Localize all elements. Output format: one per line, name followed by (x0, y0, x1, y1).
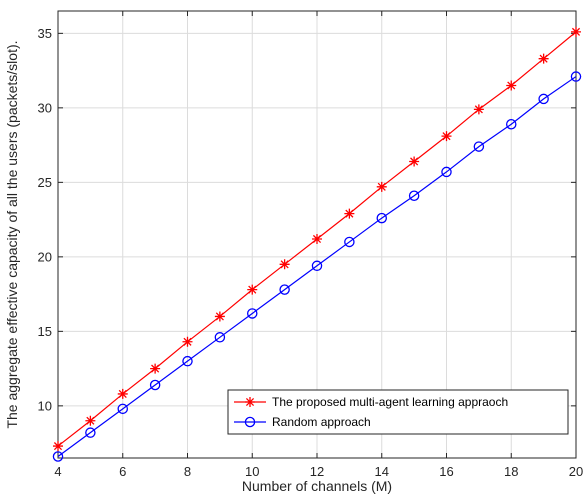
series-1-point (214, 311, 225, 322)
series-2-point (182, 355, 193, 367)
series-1-point (150, 363, 161, 374)
series-2-point (246, 308, 258, 319)
x-tick-label: 6 (119, 464, 126, 479)
series-1-point (473, 104, 484, 115)
series-1-point (247, 284, 258, 295)
series-1-point (312, 233, 322, 244)
y-tick-label: 25 (38, 175, 52, 190)
series-1-point (506, 80, 517, 91)
x-tick-label: 8 (184, 464, 191, 479)
x-tick-label: 18 (504, 464, 518, 479)
x-tick-label: 16 (439, 464, 453, 479)
x-tick-label: 10 (245, 464, 259, 479)
series-2-point (441, 166, 452, 178)
series-2-point (214, 332, 226, 343)
x-tick-label: 12 (310, 464, 324, 479)
legend-label-2: Random approach (272, 415, 371, 429)
series-2-point (538, 93, 549, 105)
series-1-point (117, 388, 128, 399)
series-2-point (311, 260, 323, 272)
series-1-point (376, 181, 387, 192)
series-2-point (85, 427, 96, 438)
x-tick-label: 20 (569, 464, 583, 479)
series-1-point (344, 208, 355, 219)
legend: The proposed multi-agent learning apprao… (227, 389, 569, 435)
series-2-point (117, 403, 129, 415)
y-tick-label: 15 (38, 324, 52, 339)
series-1-point (441, 131, 452, 142)
series-1-point (571, 26, 581, 37)
x-tick-label: 4 (54, 464, 61, 479)
series-1-point (85, 415, 96, 426)
y-axis-label: The aggregate effective capacity of all … (4, 40, 20, 428)
y-tick-label: 30 (38, 100, 52, 115)
y-tick-label: 20 (38, 249, 52, 264)
x-axis-label: Number of channels (M) (242, 478, 392, 494)
legend-marker-2 (244, 416, 256, 428)
series-1 (53, 26, 581, 452)
legend-label-1: The proposed multi-agent learning apprao… (272, 395, 508, 409)
legend-marker-1 (245, 397, 255, 407)
legend-box (227, 389, 569, 435)
series-1-point (279, 259, 290, 270)
series-2-point (52, 451, 64, 462)
series-2-point (408, 190, 420, 202)
series-2-point (505, 118, 517, 130)
series-layer (52, 26, 582, 462)
x-tick-label: 14 (375, 464, 389, 479)
series-2-line (57, 76, 577, 457)
series-2-point (344, 236, 355, 248)
series-1-point (409, 156, 420, 167)
series-1-point (53, 441, 63, 452)
tick-layer: 4 6 8 10 12 14 16 18 20 10 15 20 25 30 35 (38, 11, 583, 479)
series-2 (52, 71, 582, 462)
series-2-point (149, 379, 161, 391)
series-2-point (473, 141, 485, 152)
series-2-point (570, 71, 582, 82)
y-tick-label: 10 (38, 398, 52, 413)
y-tick-label: 35 (38, 26, 52, 41)
series-2-point (376, 212, 387, 224)
series-2-point (279, 284, 290, 295)
series-1-point (538, 53, 549, 64)
series-1-point (182, 336, 193, 347)
